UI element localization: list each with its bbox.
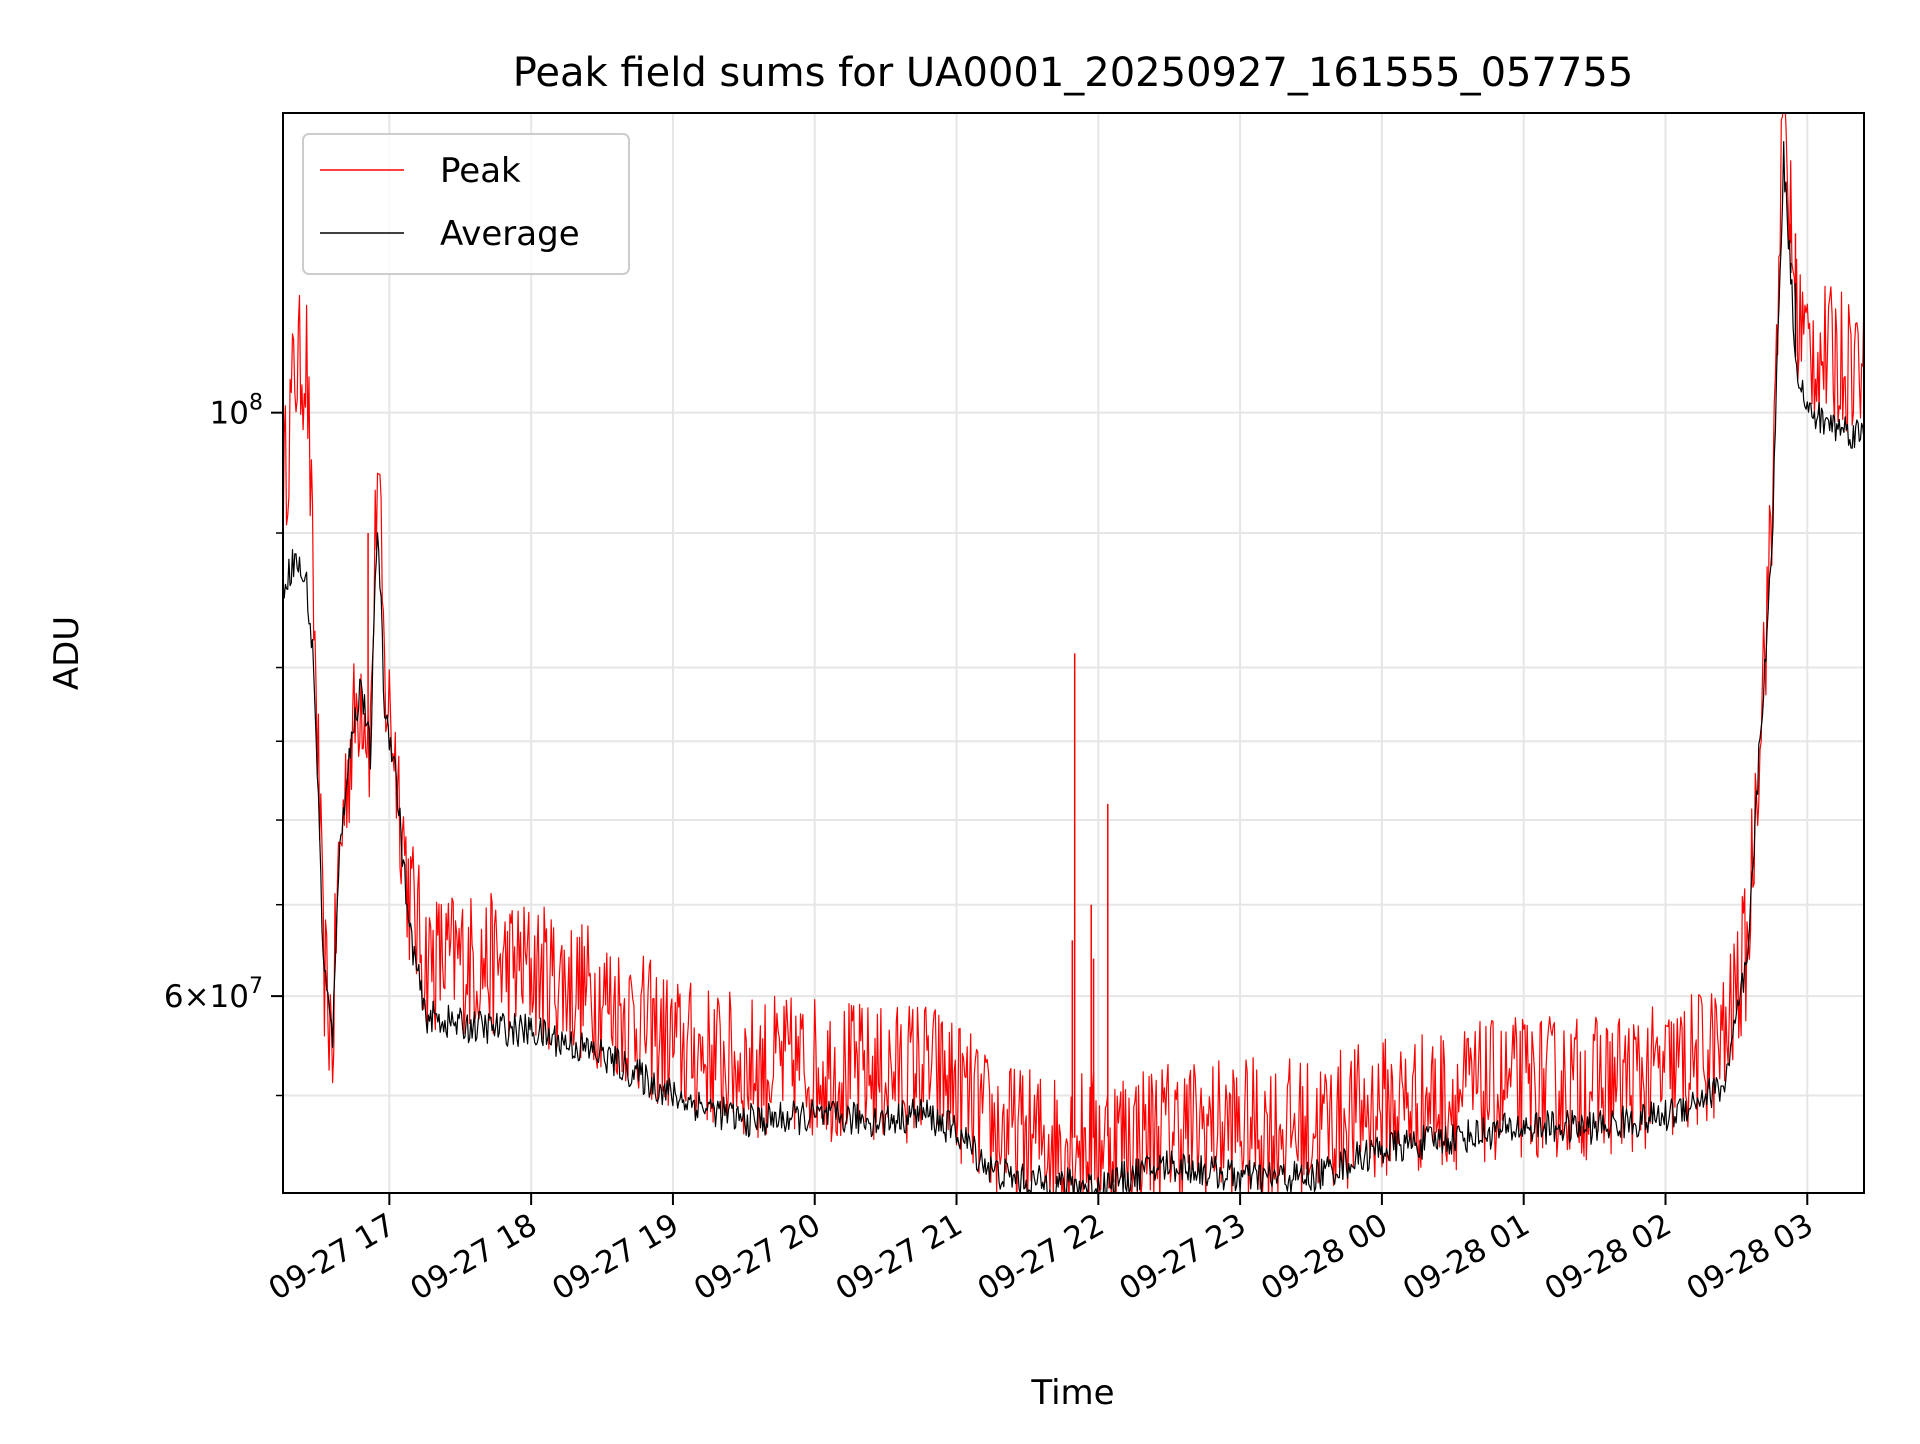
legend: Peak Average: [302, 133, 630, 275]
legend-label-average: Average: [440, 214, 580, 254]
plot-frame: [282, 112, 1865, 1194]
y-tick-label: 6×107: [164, 974, 263, 1015]
series-line-average: [283, 141, 1864, 1193]
y-tick-label: 108: [210, 391, 263, 432]
series-line-peak: [283, 113, 1864, 1193]
legend-label-peak: Peak: [440, 151, 521, 191]
x-axis-label: Time: [1030, 1373, 1114, 1413]
y-axis: 6×107 108: [164, 391, 283, 1097]
chart-title: Peak field sums for UA0001_20250927_1615…: [513, 50, 1634, 96]
series-layer: [283, 113, 1864, 1193]
y-axis-label: ADU: [47, 616, 87, 690]
grid: [283, 113, 1864, 1193]
legend-box: [302, 133, 630, 275]
